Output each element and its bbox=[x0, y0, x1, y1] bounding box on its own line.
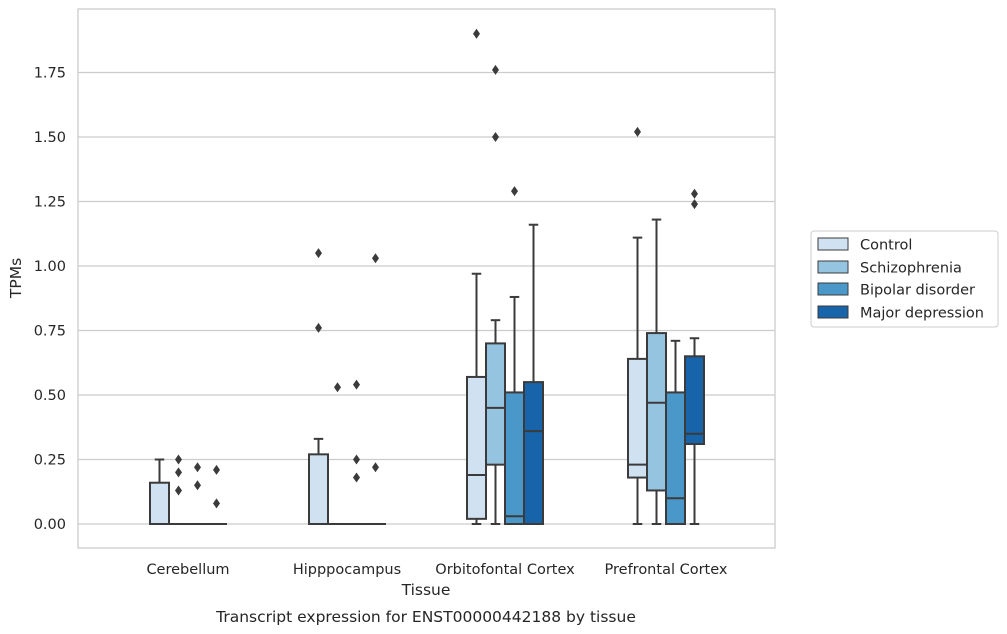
box-body bbox=[523, 381, 544, 525]
y-tick-label: 0.00 bbox=[34, 517, 66, 533]
outlier-point bbox=[213, 498, 220, 509]
y-tick-label: 1.25 bbox=[34, 195, 66, 211]
outlier-point bbox=[175, 454, 182, 465]
outlier-point bbox=[492, 132, 499, 142]
outlier-point bbox=[511, 186, 518, 197]
box-body bbox=[684, 355, 705, 446]
box-body bbox=[308, 453, 329, 525]
legend-swatch-bipolar-disorder bbox=[817, 282, 849, 296]
outlier-point bbox=[194, 462, 201, 473]
outlier-point bbox=[353, 472, 360, 483]
y-axis-ticks: 0.00 0.25 0.50 0.75 1.00 1.25 1.50 1.75 bbox=[34, 66, 66, 534]
y-tick-label: 0.25 bbox=[34, 453, 66, 469]
legend-label-bipolar-disorder: Bipolar disorder bbox=[860, 283, 975, 299]
outlier-point bbox=[634, 126, 641, 137]
outlier-point bbox=[691, 188, 698, 199]
box-cerebellum-schizophrenia bbox=[168, 454, 189, 526]
box-cerebellum-bipolar-disorder bbox=[187, 462, 208, 526]
legend-item-schizophrenia: Schizophrenia bbox=[817, 260, 962, 277]
legend-swatch-schizophrenia bbox=[817, 260, 849, 274]
box-cerebellum-control bbox=[149, 458, 170, 525]
y-tick-label: 1.00 bbox=[34, 259, 66, 275]
legend-swatch-major-depression bbox=[817, 305, 849, 319]
box-body bbox=[466, 375, 487, 520]
legend-item-major-depression: Major depression bbox=[817, 305, 984, 322]
box-orbitofontal-cortex-control bbox=[466, 28, 487, 525]
x-tick-label-orbitofontal-cortex: Orbitofontal Cortex bbox=[435, 562, 575, 578]
outlier-point bbox=[353, 454, 360, 465]
outlier-point bbox=[175, 467, 182, 478]
outlier-point bbox=[372, 462, 379, 473]
outlier-point bbox=[213, 464, 220, 475]
outlier-point bbox=[175, 485, 182, 496]
plot-frame bbox=[77, 8, 776, 549]
legend-label-control: Control bbox=[860, 238, 912, 254]
legend-label-major-depression: Major depression bbox=[860, 306, 984, 322]
box-hipppocampus-schizophrenia bbox=[327, 382, 348, 526]
outlier-point bbox=[372, 253, 379, 264]
outlier-point bbox=[315, 322, 322, 333]
box-hipppocampus-major-depression bbox=[365, 253, 386, 526]
legend-swatch-control bbox=[817, 237, 849, 251]
box-prefrontal-cortex-bipolar-disorder bbox=[665, 339, 686, 526]
y-tick-label: 0.50 bbox=[34, 388, 66, 404]
x-axis-ticks: Cerebellum Hipppocampus Orbitofontal Corte… bbox=[146, 562, 727, 578]
x-tick-label-cerebellum: Cerebellum bbox=[146, 562, 229, 578]
box-body bbox=[149, 481, 170, 525]
plot-area bbox=[149, 28, 705, 526]
y-tick-label: 1.50 bbox=[34, 130, 66, 146]
box-hipppocampus-bipolar-disorder bbox=[346, 379, 367, 526]
outlier-point bbox=[194, 480, 201, 491]
legend: Control Schizophrenia Bipolar disorder M… bbox=[810, 230, 999, 328]
box-orbitofontal-cortex-schizophrenia bbox=[485, 64, 506, 525]
outlier-point bbox=[492, 64, 499, 75]
y-tick-label: 1.75 bbox=[34, 66, 66, 82]
legend-label-schizophrenia: Schizophrenia bbox=[860, 261, 962, 277]
box-prefrontal-cortex-major-depression bbox=[684, 188, 705, 525]
box-orbitofontal-cortex-bipolar-disorder bbox=[504, 186, 525, 526]
box-body bbox=[627, 357, 648, 479]
box-body bbox=[665, 391, 686, 526]
gridlines bbox=[78, 71, 775, 525]
box-body bbox=[504, 391, 525, 526]
box-body bbox=[485, 342, 506, 466]
box-body bbox=[646, 332, 667, 492]
x-tick-label-hipppocampus: Hipppocampus bbox=[293, 562, 401, 578]
legend-item-control: Control bbox=[817, 237, 912, 254]
outlier-point bbox=[691, 199, 698, 210]
box-prefrontal-cortex-schizophrenia bbox=[646, 218, 667, 525]
outlier-point bbox=[353, 379, 360, 390]
x-tick-label-prefrontal-cortex: Prefrontal Cortex bbox=[605, 562, 728, 578]
y-axis-label: TPMs bbox=[7, 258, 25, 299]
y-tick-label: 0.75 bbox=[34, 324, 66, 340]
outlier-point bbox=[334, 382, 341, 393]
legend-frame bbox=[810, 230, 999, 328]
legend-item-bipolar-disorder: Bipolar disorder bbox=[817, 282, 975, 299]
box-hipppocampus-control bbox=[308, 248, 329, 525]
box-prefrontal-cortex-control bbox=[627, 126, 648, 525]
chart-caption: Transcript expression for ENST0000044218… bbox=[215, 608, 636, 626]
x-axis-label: Tissue bbox=[401, 581, 451, 599]
outlier-point bbox=[315, 248, 322, 259]
box-orbitofontal-cortex-major-depression bbox=[523, 223, 544, 525]
outlier-point bbox=[473, 28, 480, 39]
box-cerebellum-major-depression bbox=[206, 464, 227, 526]
